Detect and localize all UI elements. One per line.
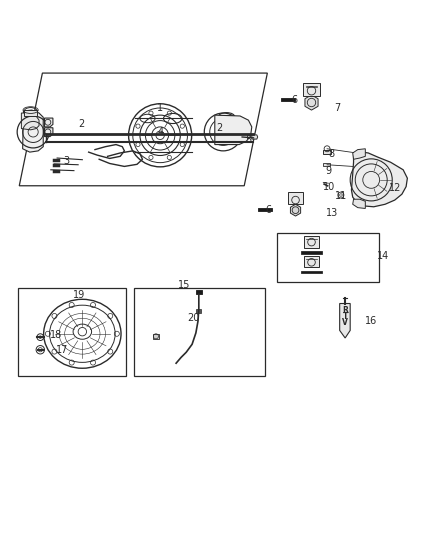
Text: 3: 3: [64, 156, 70, 166]
Bar: [196, 290, 202, 294]
Text: 6: 6: [292, 94, 298, 104]
Text: 16: 16: [365, 316, 378, 326]
Bar: [219, 115, 234, 122]
Text: 20: 20: [187, 313, 200, 323]
Polygon shape: [340, 303, 350, 338]
Bar: [152, 334, 159, 339]
Polygon shape: [353, 199, 365, 208]
Bar: [303, 83, 320, 96]
Polygon shape: [305, 95, 318, 110]
Bar: [304, 236, 319, 247]
Bar: [277, 233, 379, 281]
Bar: [288, 192, 303, 204]
Polygon shape: [290, 204, 300, 216]
Text: 14: 14: [377, 251, 389, 261]
Text: 15: 15: [178, 280, 191, 290]
Bar: [304, 255, 319, 268]
Polygon shape: [351, 152, 407, 207]
Polygon shape: [301, 271, 322, 273]
Text: 6: 6: [265, 205, 272, 215]
Bar: [24, 110, 37, 116]
Text: 1: 1: [157, 102, 163, 112]
Polygon shape: [252, 135, 258, 139]
Text: 5: 5: [245, 134, 251, 144]
Polygon shape: [21, 113, 39, 130]
Polygon shape: [281, 98, 295, 101]
Text: 2: 2: [217, 123, 223, 133]
Text: 2: 2: [78, 119, 84, 130]
Text: 4: 4: [157, 127, 163, 137]
Text: V: V: [342, 318, 348, 327]
Polygon shape: [301, 252, 322, 254]
Text: 18: 18: [50, 329, 62, 340]
Polygon shape: [258, 208, 272, 212]
Bar: [323, 163, 329, 166]
Polygon shape: [45, 118, 53, 127]
Bar: [18, 288, 127, 376]
Polygon shape: [19, 73, 267, 186]
Text: 9: 9: [325, 166, 332, 176]
Polygon shape: [353, 149, 365, 159]
Polygon shape: [215, 115, 252, 144]
Bar: [196, 309, 201, 313]
Bar: [323, 150, 331, 154]
Text: R: R: [342, 306, 348, 315]
Text: 10: 10: [323, 182, 336, 191]
Text: 8: 8: [328, 149, 335, 159]
Text: 12: 12: [389, 183, 402, 193]
Text: 7: 7: [335, 102, 341, 112]
Text: T: T: [343, 312, 348, 321]
Bar: [134, 288, 265, 376]
Text: 19: 19: [73, 290, 85, 300]
Polygon shape: [45, 128, 53, 136]
Text: 13: 13: [325, 208, 338, 217]
Polygon shape: [23, 110, 43, 152]
Text: 17: 17: [57, 345, 69, 355]
Text: 11: 11: [335, 191, 347, 201]
